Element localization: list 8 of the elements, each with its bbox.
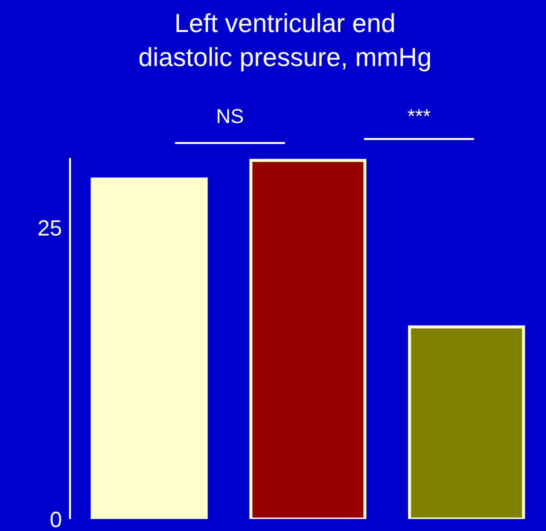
text: *** <box>406 106 432 129</box>
chart-title: Left ventricular end diastolic pressure, mmHg <box>137 7 433 74</box>
y-tick-label: 0 <box>50 506 62 531</box>
bar <box>408 325 526 519</box>
bar <box>90 177 208 519</box>
y-tick-label: 25 <box>38 216 62 241</box>
bar <box>249 158 366 519</box>
text: NS <box>215 106 245 129</box>
